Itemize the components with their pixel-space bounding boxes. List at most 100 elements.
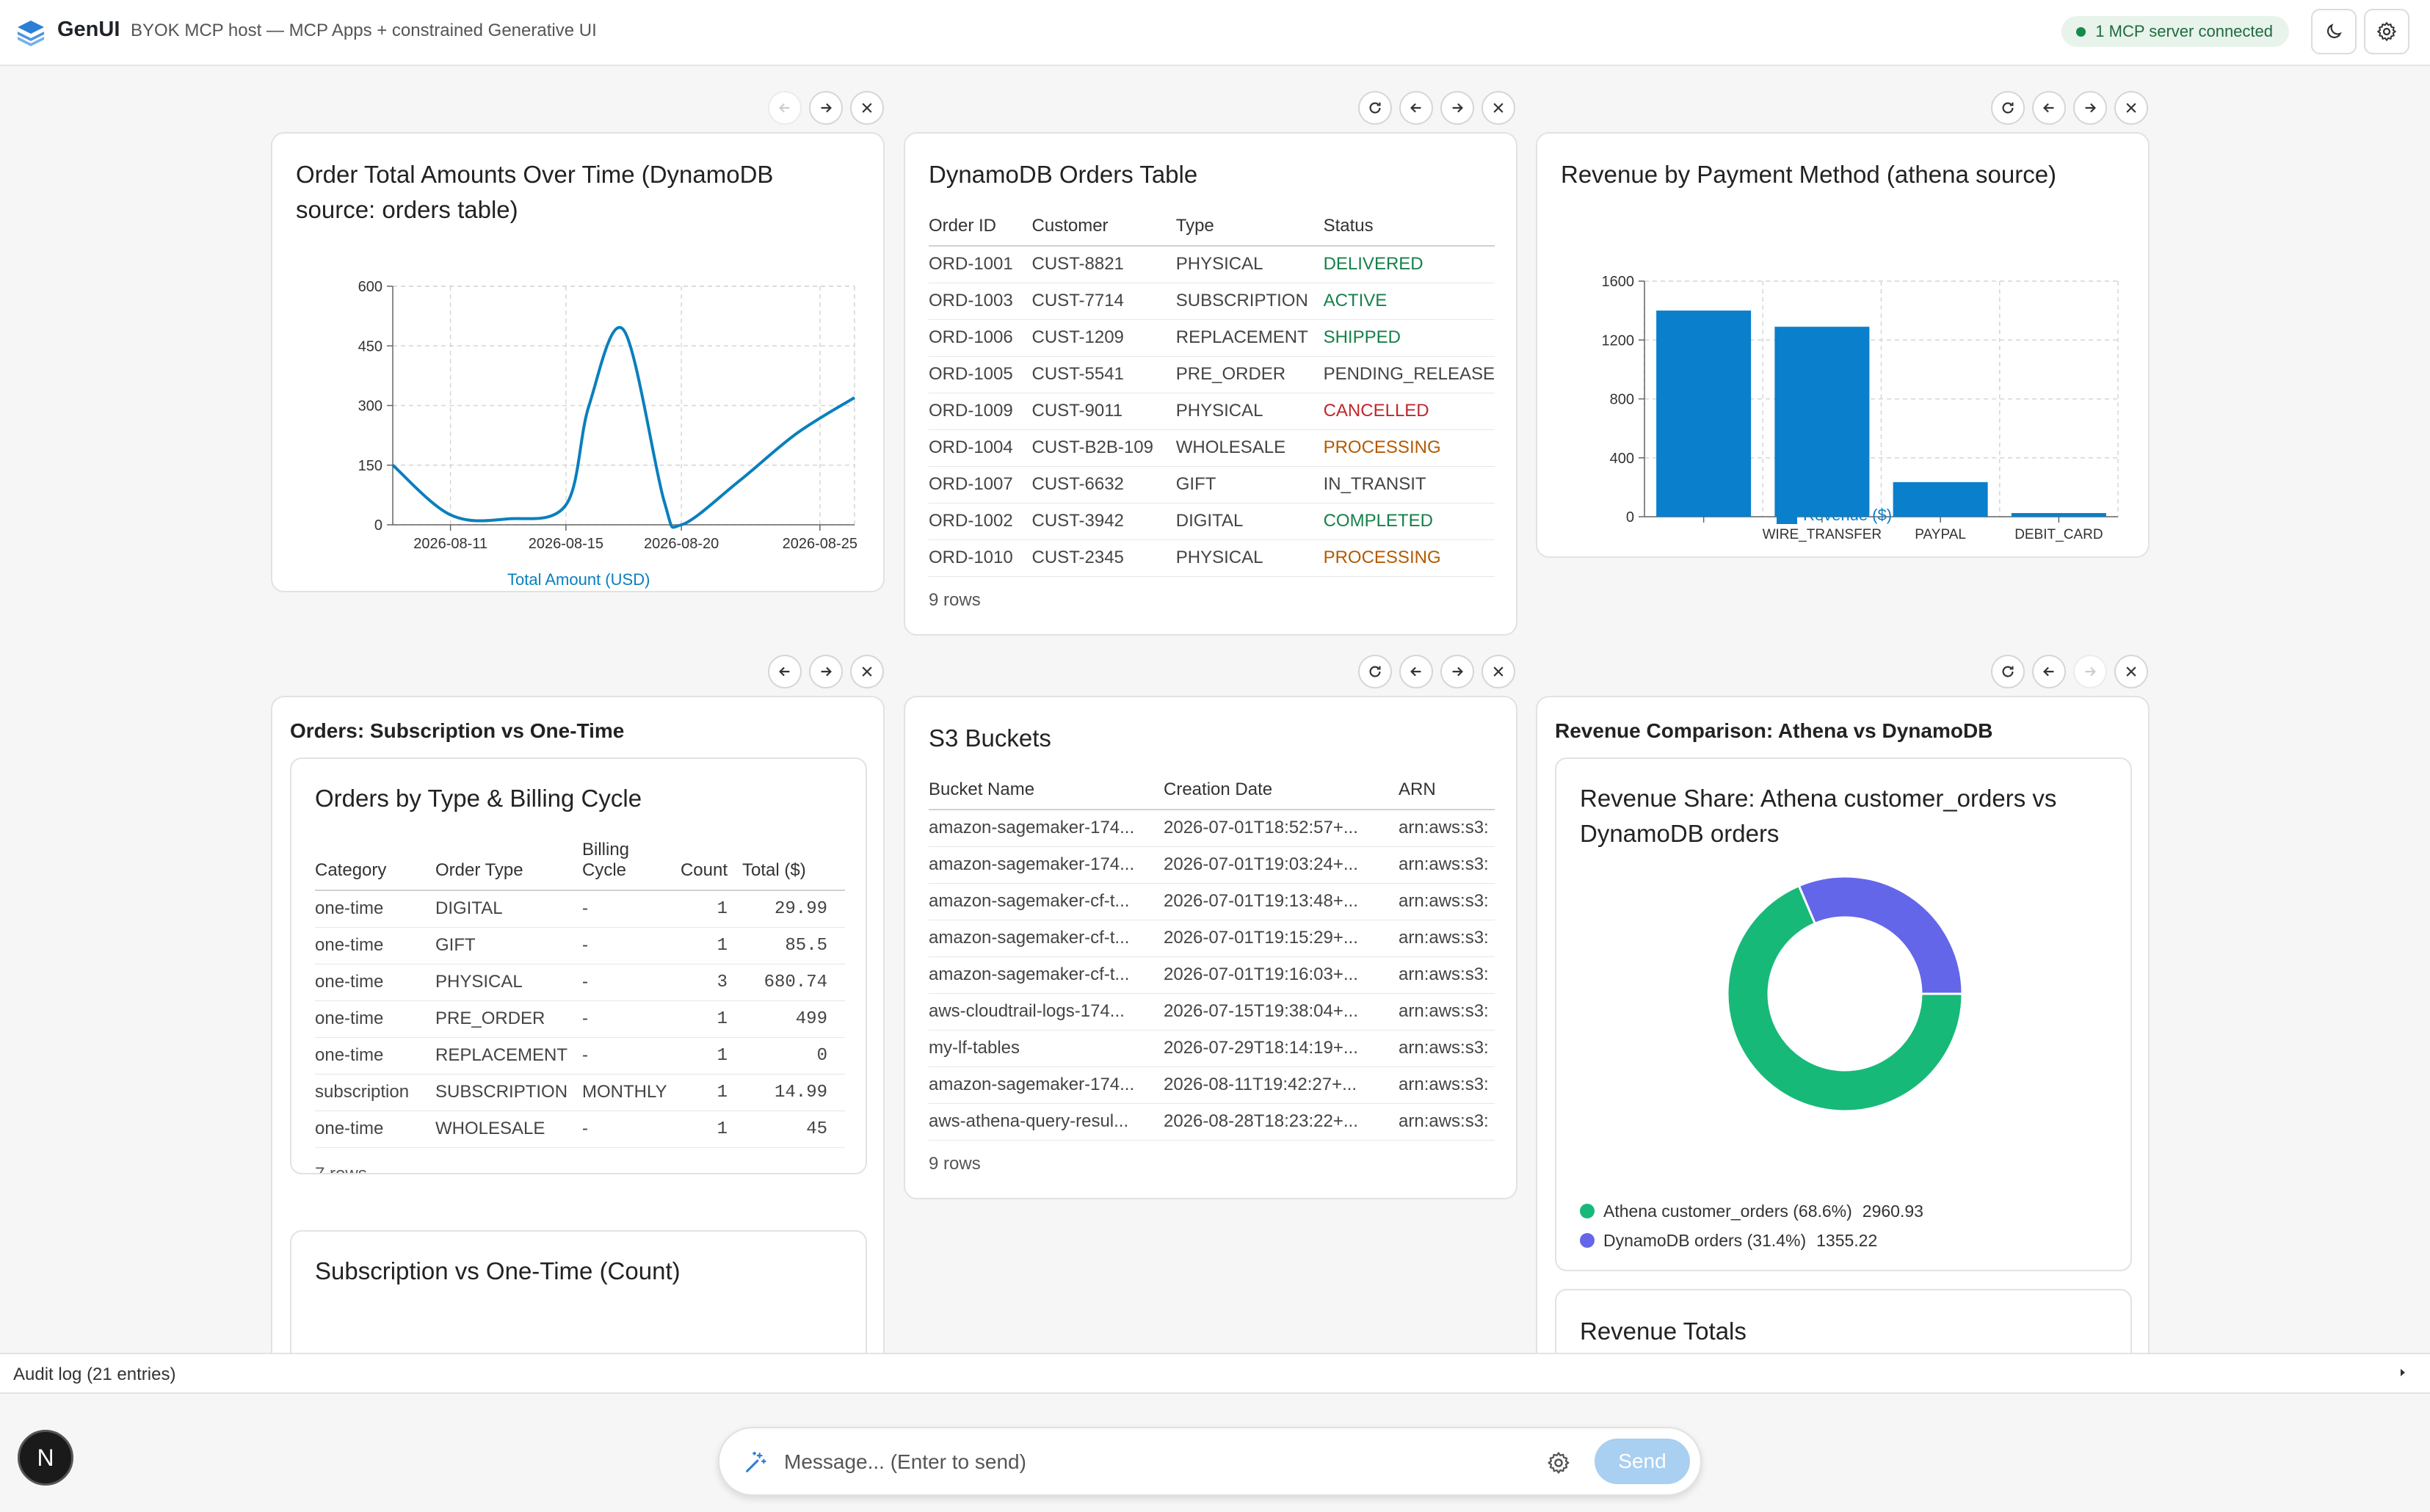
status-cell: IN_TRANSIT (1323, 466, 1495, 504)
count-cell: 1 (669, 1000, 735, 1038)
status-cell: ACTIVE (1323, 283, 1495, 320)
creation-date-cell: 2026-07-29T18:14:19+... (1164, 1030, 1399, 1067)
back-button[interactable] (1399, 91, 1433, 125)
table-row: one-time PRE_ORDER -1 499 (315, 1000, 845, 1038)
revenue-totals-title: Revenue Totals (1580, 1317, 1747, 1345)
count-cell: 3 (669, 964, 735, 1001)
col-status: Status (1323, 216, 1495, 247)
close-button[interactable] (1481, 91, 1515, 125)
forward-button[interactable] (2073, 91, 2107, 125)
total-cell: 680.74 (735, 964, 845, 1001)
creation-date-cell: 2026-07-15T19:38:04+... (1164, 993, 1399, 1031)
order-id-cell: ORD-1007 (929, 466, 1032, 504)
total-cell: 29.99 (735, 890, 845, 928)
forward-button[interactable] (809, 91, 843, 125)
table-row: amazon-sagemaker-cf-t... 2026-07-01T19:16… (929, 956, 1495, 994)
order-type-cell: REPLACEMENT (435, 1037, 582, 1075)
orders-by-type-table: Category Order Type Billing Cycle Count … (315, 840, 845, 1148)
table-row: ORD-1005 CUST-5541 PRE_ORDER PENDING_RELEAS… (929, 356, 1495, 393)
customer-cell: CUST-5541 (1031, 356, 1176, 393)
arrow-right-icon (1452, 103, 1463, 113)
expand-caret-icon[interactable] (2401, 1369, 2405, 1376)
status-cell: COMPLETED (1323, 503, 1495, 540)
billing-cycle-cell: - (582, 927, 669, 964)
order-id-cell: ORD-1004 (929, 429, 1032, 467)
gear-icon[interactable] (1546, 1450, 1571, 1475)
legend-item-dynamodb: DynamoDB orders (31.4%) 1355.22 (1580, 1226, 1923, 1255)
mcp-status-badge: 1 MCP server connected (2061, 16, 2289, 47)
status-dot-icon (2076, 27, 2086, 37)
forward-button[interactable] (809, 655, 843, 688)
y-tick-label: 1600 (1602, 274, 1635, 290)
status-cell: DELIVERED (1323, 246, 1495, 283)
forward-button[interactable] (1440, 655, 1474, 688)
count-cell: 1 (669, 1074, 735, 1111)
order-id-cell: ORD-1003 (929, 283, 1032, 320)
bar (1893, 481, 1988, 517)
magic-wand-icon[interactable] (743, 1450, 768, 1475)
back-button[interactable] (768, 91, 802, 125)
widget-controls-revenue-payment (1991, 91, 2148, 125)
billing-cycle-cell: - (582, 1037, 669, 1075)
back-button[interactable] (2032, 91, 2066, 125)
table-row: one-time GIFT -1 85.5 (315, 927, 845, 964)
legend-dynamodb-value: 1355.22 (1816, 1230, 1878, 1250)
order-type-cell: PRE_ORDER (435, 1000, 582, 1038)
refresh-button[interactable] (1991, 655, 2025, 688)
revenue-payment-title: Revenue by Payment Method (athena source… (1561, 161, 2057, 188)
refresh-button[interactable] (1358, 655, 1392, 688)
close-icon (2126, 103, 2136, 113)
close-icon (2126, 666, 2136, 677)
count-cell: 1 (669, 1037, 735, 1075)
arrow-right-icon (2085, 103, 2096, 113)
close-button[interactable] (850, 91, 884, 125)
category-cell: subscription (315, 1074, 435, 1111)
back-button[interactable] (1399, 655, 1433, 688)
total-cell: 85.5 (735, 927, 845, 964)
billing-cycle-cell: MONTHLY (582, 1074, 669, 1111)
y-tick-label: 150 (358, 458, 382, 474)
refresh-icon (1369, 666, 1381, 677)
bucket-name-cell: amazon-sagemaker-174... (929, 1066, 1164, 1104)
close-button[interactable] (2114, 91, 2148, 125)
arrow-left-icon (779, 666, 790, 677)
settings-button[interactable] (2364, 9, 2409, 54)
back-button[interactable] (768, 655, 802, 688)
close-icon (1493, 103, 1504, 113)
refresh-button[interactable] (1358, 91, 1392, 125)
dev-badge[interactable]: N (18, 1430, 73, 1486)
col-total: Total ($) (735, 840, 845, 891)
widget-controls-revenue-compare (1991, 655, 2148, 688)
orders-table-card: DynamoDB Orders Table Order ID Customer … (904, 132, 1517, 636)
close-button[interactable] (1481, 655, 1515, 688)
type-cell: SUBSCRIPTION (1175, 283, 1324, 320)
customer-cell: CUST-3942 (1031, 503, 1176, 540)
forward-button[interactable] (2073, 655, 2107, 688)
send-button[interactable]: Send (1595, 1439, 1690, 1484)
close-button[interactable] (2114, 655, 2148, 688)
order-id-cell: ORD-1006 (929, 319, 1032, 357)
revenue-compare-title: Revenue Comparison: Athena vs DynamoDB (1555, 719, 1993, 742)
table-row: ORD-1006 CUST-1209 REPLACEMENT SHIPPED (929, 319, 1495, 357)
x-tick-label: 2026-08-15 (529, 536, 603, 552)
category-cell: one-time (315, 1037, 435, 1075)
arn-cell: arn:aws:s3: (1399, 956, 1495, 994)
refresh-button[interactable] (1991, 91, 2025, 125)
forward-button[interactable] (1440, 91, 1474, 125)
bucket-name-cell: amazon-sagemaker-174... (929, 810, 1164, 847)
bucket-name-cell: aws-cloudtrail-logs-174... (929, 993, 1164, 1031)
close-button[interactable] (850, 655, 884, 688)
table-row: ORD-1007 CUST-6632 GIFT IN_TRANSIT (929, 466, 1495, 504)
table-row: one-time PHYSICAL -3 680.74 (315, 964, 845, 1001)
bar (1774, 327, 1870, 517)
back-button[interactable] (2032, 655, 2066, 688)
s3-buckets-card: S3 Buckets Bucket Name Creation Date ARN… (904, 696, 1517, 1199)
creation-date-cell: 2026-07-01T18:52:57+... (1164, 810, 1399, 847)
arrow-left-icon (2043, 666, 2054, 677)
audit-log-bar[interactable]: Audit log (21 entries) (0, 1353, 2430, 1394)
bar-legend-swatch (1777, 509, 1797, 524)
s3-buckets-title: S3 Buckets (929, 724, 1051, 752)
message-input[interactable] (784, 1443, 1518, 1481)
billing-cycle-cell: - (582, 1000, 669, 1038)
theme-toggle-button[interactable] (2311, 9, 2357, 54)
